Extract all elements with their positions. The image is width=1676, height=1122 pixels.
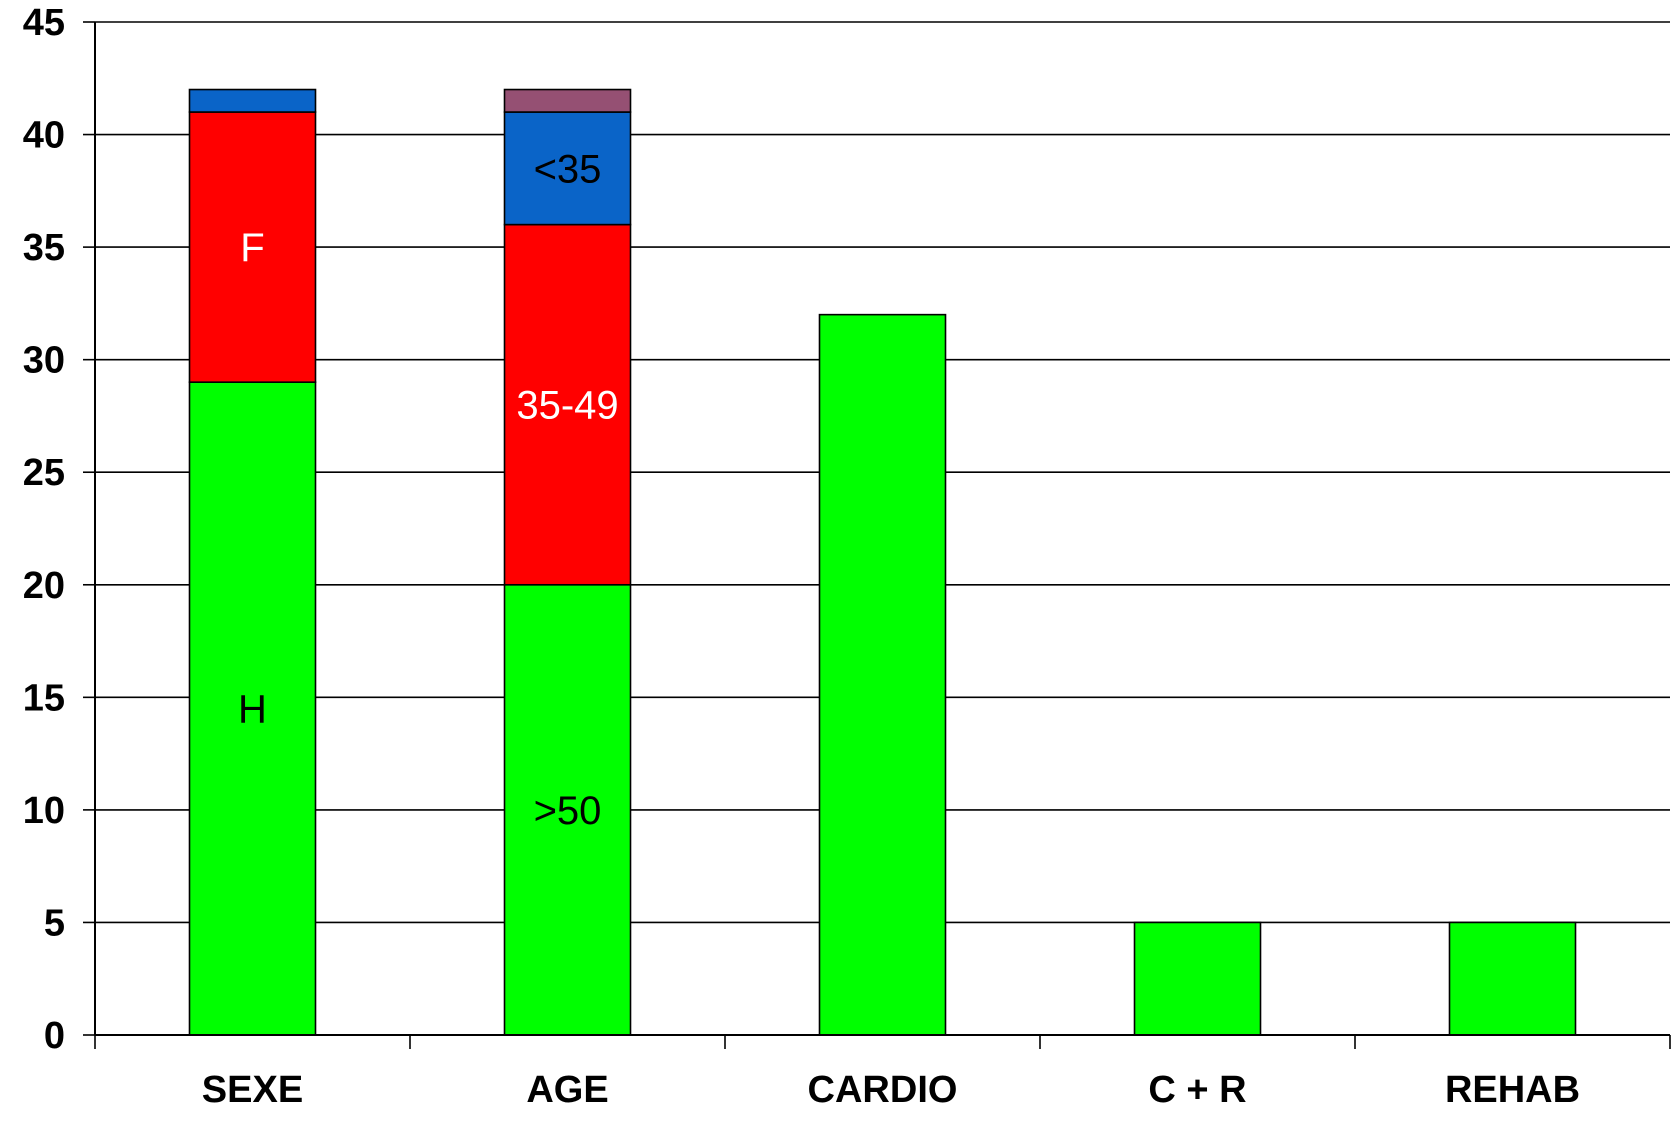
bar-segment [503,88,632,113]
y-tick-label: 45 [23,2,65,44]
x-category-label: CARDIO [808,1069,958,1111]
y-tick-labels: 0 5 10 15 20 25 30 35 40 45 [23,2,65,1057]
segment-label: >50 [534,789,602,833]
y-tick-label: 15 [23,677,65,719]
bar-segment [188,111,317,383]
axes [83,21,1671,1049]
segment-label: <35 [534,147,602,191]
y-tick-label: 10 [23,790,65,832]
segment-label: H [238,688,267,732]
segment-label: 35-49 [516,384,618,428]
y-tick-label: 30 [23,340,65,382]
x-category-label: REHAB [1445,1069,1580,1111]
bar-segment [818,313,947,1036]
x-category-label: SEXE [202,1069,303,1111]
y-tick-label: 20 [23,565,65,607]
bar-segment [188,88,317,113]
bar-segment [503,111,632,226]
x-category-label: AGE [526,1069,608,1111]
segment-label: F [240,226,264,270]
bars: H F >50 35-49 <35 [188,88,1577,1036]
x-category-labels: SEXE AGE CARDIO C + R REHAB [202,1069,1580,1111]
bar-segment [503,223,632,586]
x-category-label: C + R [1148,1069,1246,1111]
y-tick-label: 35 [23,227,65,269]
y-tick-label: 5 [44,902,65,944]
y-tick-label: 0 [44,1015,65,1057]
y-tick-label: 40 [23,115,65,157]
y-tick-label: 25 [23,452,65,494]
bar-segment [1133,921,1262,1036]
bar-segment [188,381,317,1036]
bar-segment [1448,921,1577,1036]
